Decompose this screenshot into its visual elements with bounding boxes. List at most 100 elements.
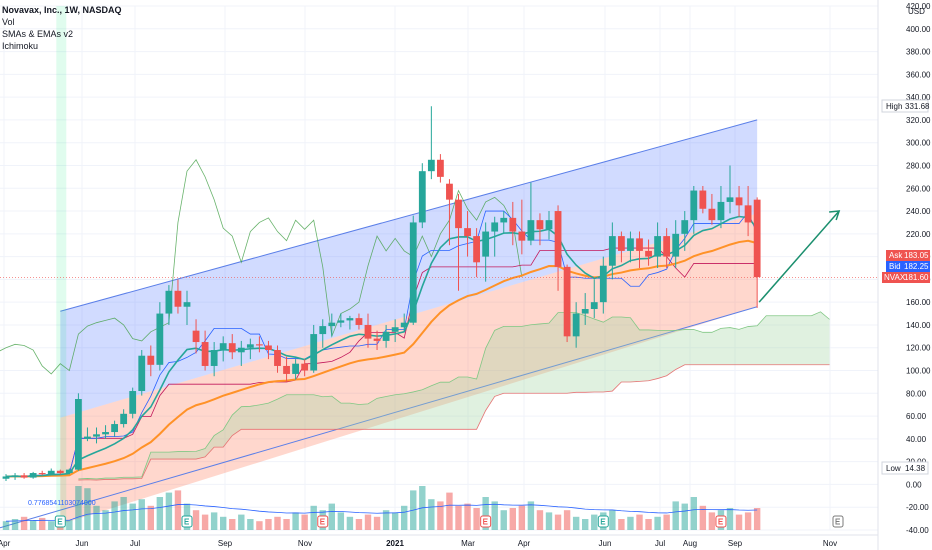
- bid-value: 182.25: [904, 262, 929, 271]
- candle-body: [364, 324, 372, 339]
- price-tick-label: 60.00: [906, 412, 927, 421]
- chart-grid: [0, 5, 878, 531]
- candle-body: [237, 347, 245, 353]
- candle-body: [645, 250, 652, 257]
- candle-body: [464, 228, 471, 237]
- volume-bar: [229, 519, 236, 530]
- price-tick-label: 40.00: [906, 435, 927, 444]
- volume-bar: [690, 497, 697, 530]
- volume-bar: [11, 519, 19, 530]
- volume-bar: [93, 505, 100, 530]
- time-tick-label: Jul: [655, 539, 665, 548]
- candle-body: [174, 290, 182, 307]
- time-axis[interactable]: Apr Jun Jul Sep Nov 2021 Mar Apr Jun Jul Aug Sep Nov: [0, 539, 837, 548]
- price-tick-label: 420.00: [906, 2, 931, 11]
- ema-teal-line: [5, 215, 758, 478]
- volume-bar: [373, 516, 381, 530]
- candle-body: [246, 344, 254, 348]
- candle-body: [753, 199, 761, 278]
- candle-body: [672, 233, 680, 257]
- last-price-tag: [882, 272, 930, 283]
- price-tick-label: -40.00: [906, 526, 929, 535]
- candle-body: [210, 350, 218, 366]
- candle-body: [65, 469, 73, 474]
- volume-bar: [753, 508, 761, 530]
- time-tick-label: Jul: [130, 539, 140, 548]
- time-tick-label: Sep: [728, 539, 743, 548]
- candle-body: [636, 238, 643, 251]
- candle-body: [455, 199, 462, 229]
- volume-bar: [256, 521, 263, 530]
- legend-ichimoku[interactable]: Ichimoku: [2, 41, 39, 51]
- volume-bar: [2, 521, 10, 530]
- volume-bar: [591, 514, 598, 530]
- volume-bar: [401, 505, 408, 530]
- highlight-band: [56, 6, 67, 530]
- indicator-value-note: 0.7768541103074000: [28, 500, 96, 507]
- volume-bar: [428, 499, 435, 530]
- price-tick-label: 240.00: [906, 207, 931, 216]
- lagging-span-line: [0, 159, 523, 375]
- candle-body: [699, 190, 707, 209]
- price-tick-label: 360.00: [906, 70, 931, 79]
- volume-bar: [84, 488, 91, 530]
- low-tag: [881, 461, 929, 475]
- candle-body: [500, 217, 508, 223]
- candle-body: [563, 266, 571, 337]
- ask-tag: [886, 250, 930, 261]
- channel-lower-line: [0, 306, 758, 529]
- candle-body: [228, 343, 236, 353]
- candle-body: [274, 350, 281, 366]
- volume-ma-line: [5, 503, 758, 522]
- volume-bar: [636, 514, 643, 530]
- volume-bar: [509, 508, 516, 530]
- candle-body: [20, 475, 28, 478]
- candle-body: [165, 290, 173, 314]
- time-tick-label: Nov: [298, 539, 312, 548]
- volume-bar: [174, 490, 182, 530]
- volume-bar: [328, 503, 335, 530]
- candle-body: [554, 211, 562, 267]
- volume-bar: [238, 514, 245, 530]
- candle-body: [599, 265, 607, 303]
- channel-upper-line: [60, 119, 758, 312]
- candle-body: [545, 220, 553, 230]
- volume-bar: [545, 512, 553, 530]
- earnings-markers[interactable]: [54, 515, 844, 528]
- candle-body: [663, 236, 671, 257]
- candle-body: [111, 424, 118, 433]
- legend-sma-ema[interactable]: SMAs & EMAs v2: [2, 29, 74, 39]
- earnings-e-glyph: [57, 518, 63, 525]
- volume-bar: [102, 510, 109, 530]
- candle-body: [337, 320, 345, 323]
- candle-body: [147, 355, 155, 365]
- earnings-highlight-band: [56, 6, 67, 530]
- candle-body: [527, 220, 535, 241]
- legend-volume[interactable]: Vol: [2, 17, 15, 27]
- price-tick-label: 300.00: [906, 139, 931, 148]
- time-tick-label: Jun: [599, 539, 612, 548]
- last-price-value: 181.60: [904, 273, 929, 282]
- volume-bar: [201, 514, 209, 530]
- time-tick-label: Nov: [823, 539, 837, 548]
- candle-body: [437, 159, 444, 177]
- candle-body: [84, 436, 91, 439]
- candle-body: [418, 171, 426, 223]
- candle-body: [581, 309, 589, 314]
- volume-bar: [482, 497, 489, 530]
- candle-body: [427, 159, 435, 172]
- ask-value: 183.05: [904, 251, 929, 260]
- time-tick-label: Mar: [461, 539, 475, 548]
- candle-body: [256, 344, 263, 346]
- volume-bar: [382, 510, 390, 530]
- volume-bar: [265, 519, 272, 530]
- candle-body: [509, 217, 517, 232]
- candle-body: [717, 201, 725, 221]
- volume-bar: [654, 516, 661, 530]
- symbol-label: NVAX: [884, 273, 906, 282]
- symbol-title[interactable]: Novavax, Inc., 1W, NASDAQ: [2, 5, 122, 15]
- candle-body: [400, 322, 408, 328]
- volume-bar: [310, 505, 317, 530]
- earnings-e-glyph: [718, 518, 723, 525]
